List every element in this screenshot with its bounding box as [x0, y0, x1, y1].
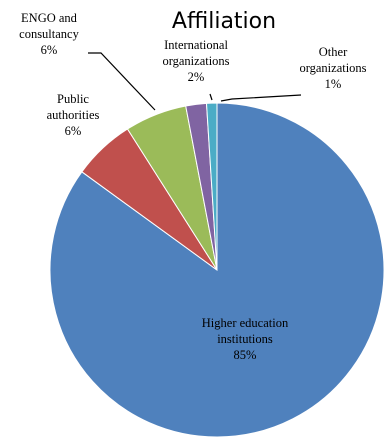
chart-title: Affiliation	[172, 9, 276, 34]
slice-label-1: Public authorities 6%	[47, 92, 100, 138]
leader-line-2	[88, 52, 156, 111]
slice-label-4: Other organizations 1%	[299, 45, 366, 91]
pie-slices	[49, 102, 385, 438]
leader-lines	[88, 52, 302, 111]
leader-line-3	[209, 93, 213, 101]
slice-label-3: International organizations 2%	[162, 38, 229, 84]
slice-labels: Higher education institutions 85% Public aut…	[19, 11, 367, 362]
slice-label-2: ENGO and consultancy 6%	[19, 11, 79, 57]
slice-label-0: Higher education institutions 85%	[202, 316, 289, 362]
leader-line-4	[220, 94, 302, 102]
pie-slice-4	[205, 102, 218, 271]
